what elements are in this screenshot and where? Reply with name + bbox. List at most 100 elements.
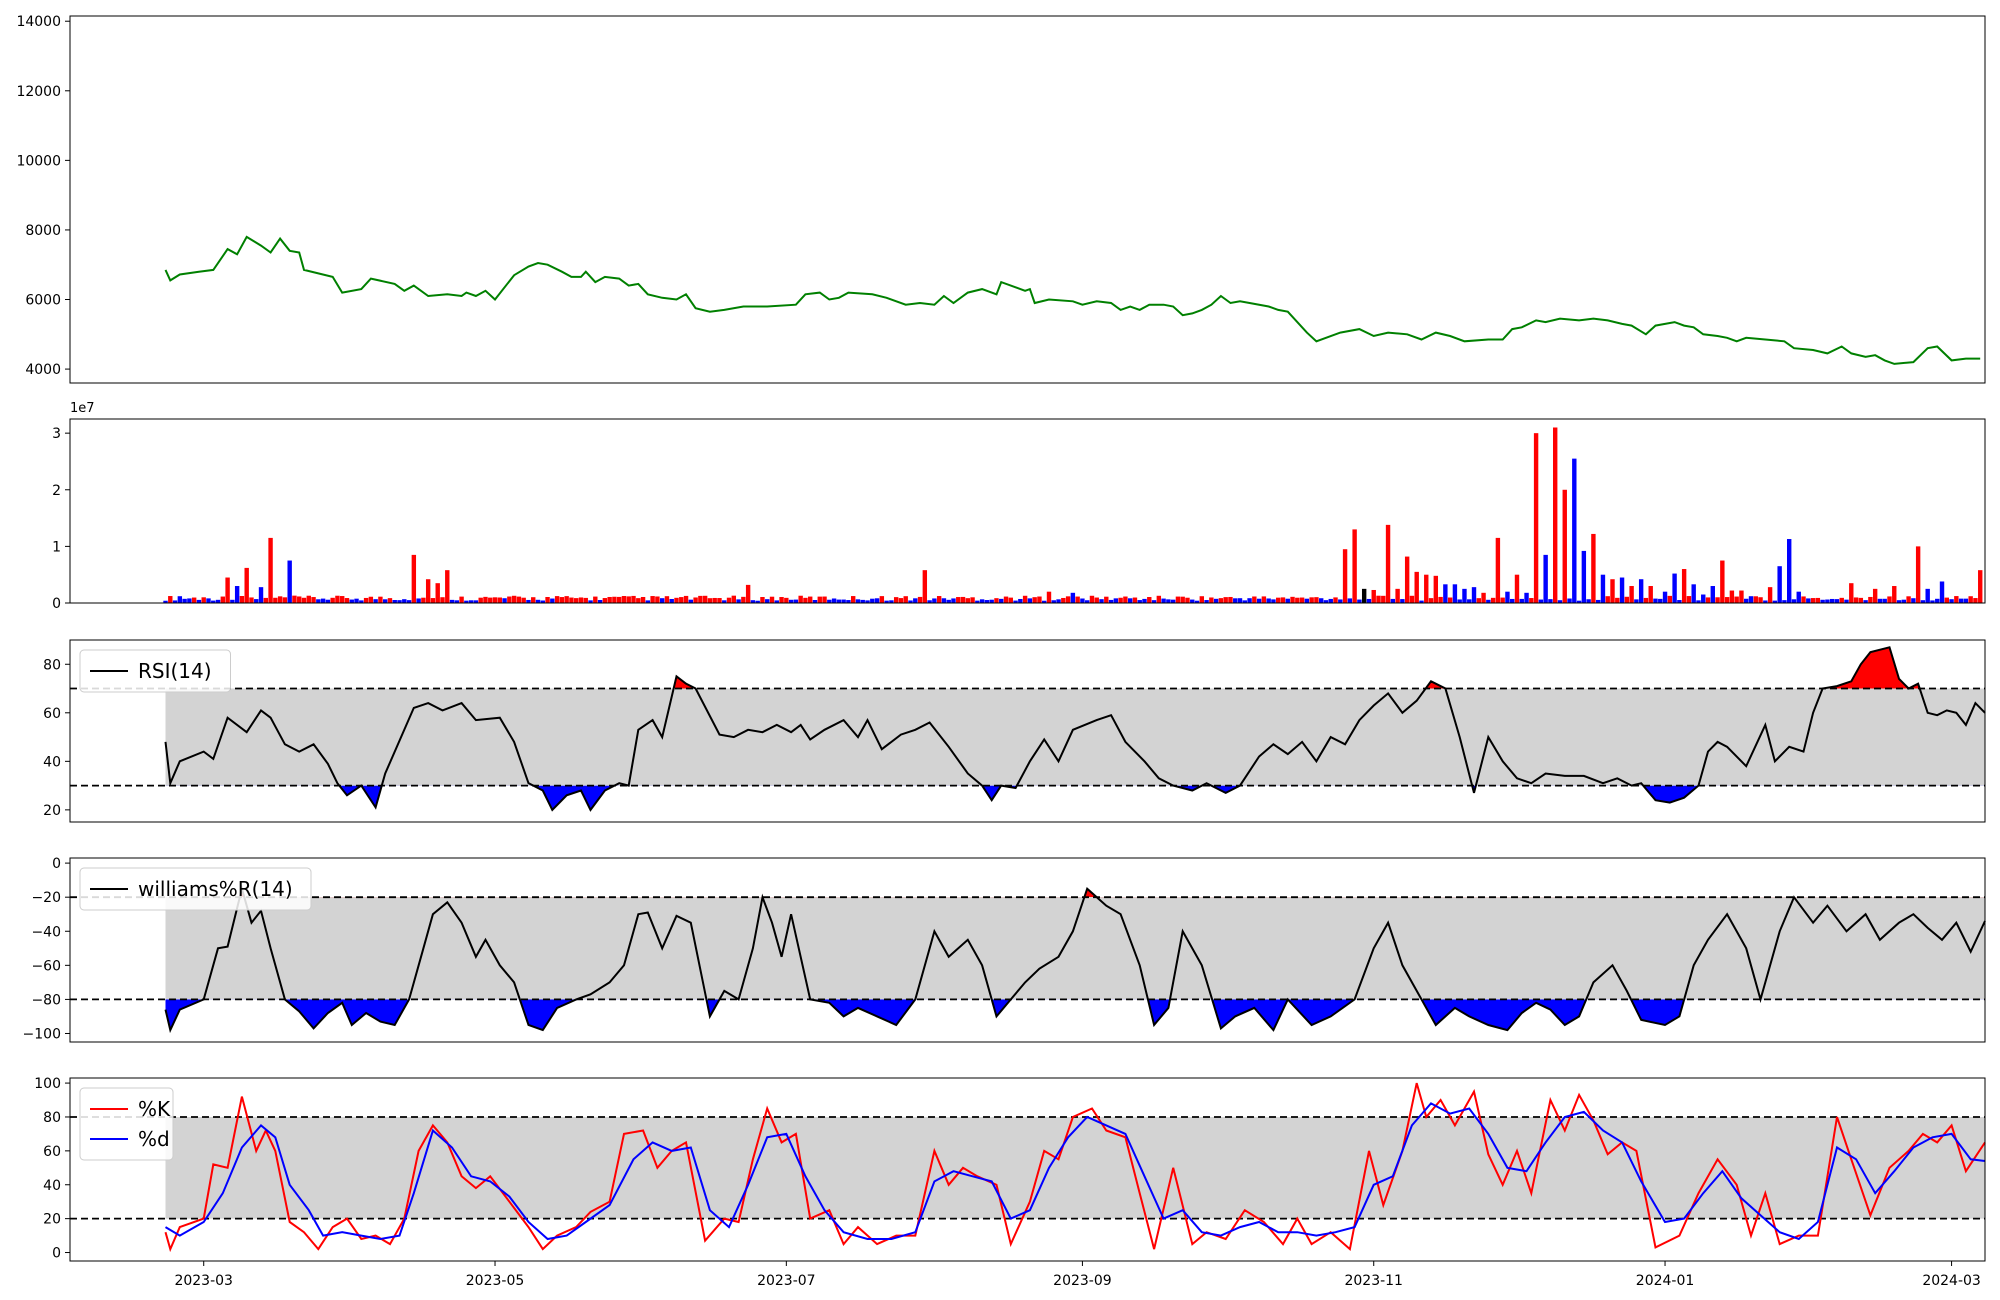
volume-bar	[1968, 596, 1973, 603]
volume-bar	[1084, 600, 1090, 603]
volume-bar	[1710, 586, 1715, 603]
y-tick-label: 80	[43, 657, 61, 673]
y-tick-label: 40	[43, 754, 61, 770]
volume-bar	[817, 596, 822, 603]
volume-bar	[1452, 584, 1458, 603]
volume-bar	[1142, 598, 1147, 603]
volume-bar	[1643, 597, 1649, 603]
volume-bar	[488, 597, 493, 603]
volume-bar	[1123, 596, 1128, 603]
volume-bar	[893, 597, 899, 603]
volume-bar	[363, 597, 369, 603]
volume-bar	[1247, 598, 1252, 603]
legend-label: RSI(14)	[138, 659, 212, 683]
volume-bar	[1108, 599, 1114, 603]
volume-bar	[1156, 595, 1162, 603]
volume-bar	[359, 600, 364, 603]
volume-bar	[1767, 587, 1773, 603]
volume-bar	[1161, 598, 1166, 603]
volume-bar	[425, 579, 431, 603]
volume-bar	[263, 597, 268, 603]
axes-frame	[69, 15, 1986, 384]
volume-bar	[1342, 549, 1348, 603]
volume-bar	[1705, 597, 1711, 603]
volume-bar	[1533, 433, 1539, 603]
volume-bar	[659, 598, 665, 603]
volume-bar	[1572, 458, 1577, 603]
volume-bar	[1538, 599, 1544, 603]
volume-bar	[1734, 596, 1739, 603]
volume-bar	[999, 598, 1004, 603]
volume-bar	[1404, 556, 1410, 603]
volume-bar	[464, 600, 469, 603]
volume-bar	[1524, 592, 1529, 603]
y-tick-label: −80	[31, 992, 61, 1008]
volume-bar	[922, 570, 928, 603]
y-tick-label: 8000	[25, 223, 61, 239]
volume-bar	[793, 599, 799, 603]
volume-bar	[960, 596, 966, 603]
volume-bar	[1271, 599, 1276, 603]
volume-bar	[1973, 598, 1978, 603]
volume-bar	[593, 596, 598, 603]
volume-bar	[201, 597, 206, 603]
volume-bar	[1744, 598, 1749, 603]
axes-frame	[69, 418, 1986, 604]
volume-bar	[769, 596, 775, 603]
volume-bar	[1190, 599, 1195, 603]
volume-bar	[1791, 599, 1797, 603]
volume-bar	[306, 595, 311, 603]
volume-bar	[765, 599, 770, 603]
y-tick-label: 3	[52, 426, 61, 442]
volume-bar	[430, 598, 436, 603]
volume-bar	[855, 599, 861, 603]
volume-bar	[636, 598, 641, 603]
volume-bar	[874, 598, 880, 603]
volume-bar	[1061, 597, 1066, 603]
volume-bar	[1180, 596, 1185, 603]
volume-bar	[311, 597, 316, 603]
volume-bar	[292, 595, 297, 603]
volume-bar	[392, 600, 397, 603]
volume-bar	[211, 600, 216, 603]
volume-bar	[1213, 598, 1219, 603]
volume-bar	[239, 596, 245, 603]
volume-bar	[1419, 600, 1424, 603]
volume-bar	[970, 597, 975, 603]
volume-bar	[168, 596, 173, 603]
volume-bar	[1194, 600, 1200, 603]
volume-bar	[1237, 598, 1243, 603]
volume-bar	[669, 598, 674, 603]
volume-bar	[344, 598, 350, 603]
percent-k-line	[164, 1082, 1986, 1253]
volume-bar	[521, 597, 526, 603]
volume-bar	[1772, 600, 1778, 603]
volume-bar	[1662, 591, 1668, 603]
legend-box	[79, 867, 312, 911]
volume-bar	[196, 599, 202, 603]
volume-bar	[182, 598, 187, 603]
legend-box	[79, 649, 231, 693]
volume-bar	[812, 600, 818, 603]
volume-bar	[989, 599, 994, 603]
volume-bar	[502, 598, 507, 603]
volume-bar	[1385, 524, 1391, 603]
volume-bar	[1686, 596, 1692, 603]
volume-bar	[540, 600, 545, 603]
y-tick-label: 100	[34, 1076, 61, 1092]
volume-bar	[282, 597, 288, 603]
volume-bar	[492, 597, 498, 603]
volume-bar	[1438, 596, 1443, 603]
volume-bar	[1252, 596, 1257, 603]
volume-bar	[1868, 596, 1873, 603]
volume-bar	[908, 600, 913, 603]
volume-bar	[1777, 566, 1782, 603]
axes-frame	[69, 1077, 1986, 1262]
volume-bar	[1361, 588, 1367, 603]
volume-bar	[645, 600, 651, 603]
volume-bar	[1070, 592, 1076, 603]
volume-bar	[497, 597, 503, 603]
volume-bar	[731, 595, 737, 603]
volume-bar	[588, 600, 593, 603]
y-tick-label: 60	[43, 1144, 61, 1160]
